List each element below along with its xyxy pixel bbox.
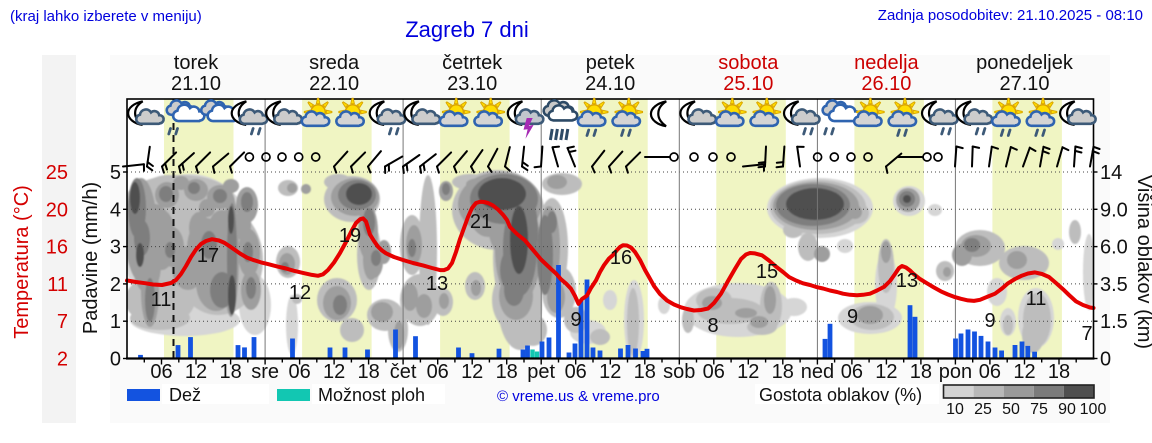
svg-text:5: 5 (110, 162, 121, 184)
svg-text:Možnost ploh: Možnost ploh (318, 385, 425, 405)
svg-text:3: 3 (110, 237, 121, 259)
svg-text:18: 18 (634, 361, 656, 383)
svg-text:06: 06 (841, 361, 863, 383)
svg-text:(kraj lahko izberete v meniju): (kraj lahko izberete v meniju) (10, 8, 202, 25)
svg-text:10: 10 (946, 401, 964, 418)
svg-text:06: 06 (427, 361, 449, 383)
svg-text:petek: petek (586, 52, 636, 74)
svg-text:Zagreb 7 dni: Zagreb 7 dni (405, 17, 529, 42)
svg-text:14: 14 (1100, 162, 1122, 184)
svg-text:12: 12 (875, 361, 897, 383)
svg-text:12: 12 (323, 361, 345, 383)
svg-text:25.10: 25.10 (723, 73, 773, 95)
svg-text:12: 12 (185, 361, 207, 383)
svg-text:25: 25 (974, 401, 992, 418)
svg-text:12: 12 (289, 282, 311, 304)
svg-text:06: 06 (565, 361, 587, 383)
svg-text:16: 16 (610, 247, 632, 269)
svg-text:24.10: 24.10 (585, 73, 635, 95)
svg-text:čet: čet (390, 361, 417, 383)
svg-text:18: 18 (219, 361, 241, 383)
svg-text:100: 100 (1080, 401, 1107, 418)
svg-text:ned: ned (801, 361, 834, 383)
svg-text:Temperatura (°C): Temperatura (°C) (11, 185, 33, 339)
svg-text:0: 0 (110, 349, 121, 371)
svg-text:9.0: 9.0 (1100, 199, 1128, 221)
svg-text:11: 11 (1026, 288, 1047, 310)
svg-text:12: 12 (599, 361, 621, 383)
svg-text:2: 2 (110, 274, 121, 296)
svg-text:21.10: 21.10 (171, 73, 221, 95)
svg-text:sob: sob (663, 361, 695, 383)
svg-text:pon: pon (939, 361, 972, 383)
svg-text:20: 20 (46, 199, 68, 221)
svg-text:Zadnja posodobitev: 21.10.2025: Zadnja posodobitev: 21.10.2025 - 08:10 (878, 7, 1143, 24)
svg-text:22.10: 22.10 (309, 73, 359, 95)
svg-text:12: 12 (737, 361, 759, 383)
svg-text:15: 15 (756, 261, 778, 283)
svg-text:50: 50 (1002, 401, 1020, 418)
svg-text:6.0: 6.0 (1100, 237, 1128, 259)
svg-text:2: 2 (57, 349, 68, 371)
svg-text:90: 90 (1058, 401, 1076, 418)
svg-text:ponedeljek: ponedeljek (976, 52, 1074, 74)
svg-text:Gostota oblakov (%): Gostota oblakov (%) (759, 385, 922, 405)
svg-text:23.10: 23.10 (447, 73, 497, 95)
svg-text:1: 1 (110, 311, 121, 333)
svg-text:25: 25 (46, 162, 68, 184)
svg-text:06: 06 (979, 361, 1001, 383)
svg-text:18: 18 (772, 361, 794, 383)
svg-text:Višina oblakov (km): Višina oblakov (km) (1133, 175, 1152, 349)
svg-text:sobota: sobota (718, 52, 779, 74)
svg-text:13: 13 (896, 270, 918, 292)
svg-text:18: 18 (496, 361, 518, 383)
svg-text:8: 8 (707, 315, 718, 337)
svg-text:12: 12 (1013, 361, 1035, 383)
svg-text:17: 17 (197, 245, 219, 267)
svg-text:11: 11 (151, 289, 172, 311)
svg-text:pet: pet (527, 361, 555, 383)
svg-text:06: 06 (288, 361, 310, 383)
svg-text:19: 19 (339, 225, 361, 247)
svg-text:11: 11 (47, 274, 68, 296)
svg-text:© vreme.us & vreme.pro: © vreme.us & vreme.pro (497, 388, 660, 405)
svg-text:75: 75 (1030, 401, 1048, 418)
svg-text:3.5: 3.5 (1100, 274, 1128, 296)
svg-text:Padavine (mm/h): Padavine (mm/h) (80, 182, 102, 334)
svg-text:06: 06 (150, 361, 172, 383)
svg-text:sreda: sreda (309, 52, 360, 74)
svg-text:torek: torek (174, 52, 219, 74)
svg-text:sre: sre (251, 361, 279, 383)
svg-text:13: 13 (426, 273, 448, 295)
svg-text:0: 0 (1100, 349, 1111, 371)
svg-text:21: 21 (470, 211, 492, 233)
svg-text:7: 7 (1081, 323, 1092, 345)
svg-text:7: 7 (57, 311, 68, 333)
svg-text:18: 18 (357, 361, 379, 383)
svg-text:9: 9 (984, 310, 995, 332)
svg-text:18: 18 (910, 361, 932, 383)
svg-text:9: 9 (847, 306, 858, 328)
svg-text:16: 16 (46, 237, 68, 259)
svg-text:18: 18 (1048, 361, 1070, 383)
svg-text:27.10: 27.10 (999, 73, 1049, 95)
svg-text:1.5: 1.5 (1100, 311, 1128, 333)
svg-text:26.10: 26.10 (861, 73, 911, 95)
svg-text:4: 4 (110, 199, 121, 221)
svg-text:12: 12 (461, 361, 483, 383)
svg-text:9: 9 (570, 309, 581, 331)
svg-text:Dež: Dež (169, 385, 201, 405)
svg-text:četrtek: četrtek (442, 52, 503, 74)
svg-text:nedelja: nedelja (854, 52, 919, 74)
svg-text:06: 06 (703, 361, 725, 383)
